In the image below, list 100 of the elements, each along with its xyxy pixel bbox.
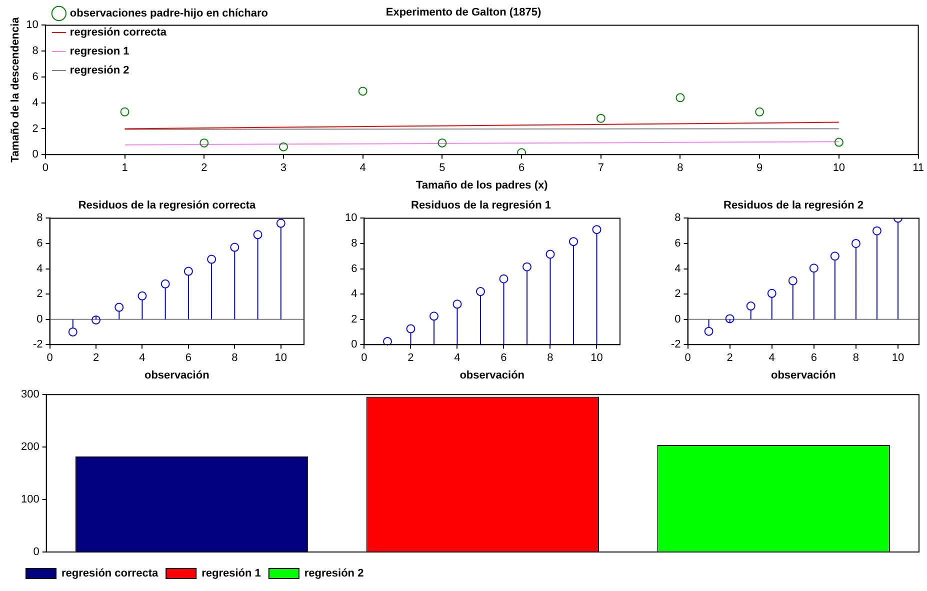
x-tick-label: 2 bbox=[408, 352, 414, 364]
point bbox=[499, 274, 508, 284]
x-tick-label: 8 bbox=[852, 352, 860, 364]
legend-label: regresión 2 bbox=[70, 64, 130, 77]
x-tick-label: 7 bbox=[598, 162, 604, 174]
y-tick-label: 4 bbox=[351, 288, 358, 300]
y-tick-label: 6 bbox=[351, 262, 358, 275]
legend-label: regresión 1 bbox=[202, 568, 261, 580]
x-tick-label: 6 bbox=[810, 352, 817, 364]
x-tick-label: 2 bbox=[201, 162, 208, 174]
x-tick-label: 0 bbox=[361, 352, 368, 364]
y-tick-label: 4 bbox=[36, 262, 43, 275]
x-tick-label: 4 bbox=[360, 162, 366, 174]
y-tick-label: 8 bbox=[351, 238, 358, 250]
y-tick-label: 6 bbox=[36, 238, 43, 250]
x-tick-label: 9 bbox=[756, 162, 763, 174]
point bbox=[278, 142, 288, 152]
x-tick-label: 4 bbox=[139, 352, 146, 364]
point bbox=[120, 107, 130, 116]
point bbox=[592, 225, 602, 234]
point bbox=[253, 230, 262, 240]
point bbox=[746, 302, 756, 311]
point bbox=[830, 252, 840, 261]
point bbox=[788, 276, 798, 286]
x-tick-label: 10 bbox=[892, 352, 904, 364]
point bbox=[596, 114, 606, 123]
point bbox=[138, 291, 147, 300]
y-tick-label: 8 bbox=[32, 45, 38, 58]
x-tick-label: 10 bbox=[274, 352, 288, 364]
point bbox=[809, 264, 818, 273]
y-tick-label: 0 bbox=[32, 148, 38, 161]
y-tick-label: 100 bbox=[20, 494, 40, 506]
point bbox=[276, 218, 286, 228]
y-tick-label: 6 bbox=[674, 238, 681, 250]
legend-label: observaciones padre-hijo en chícharo bbox=[70, 8, 268, 20]
y-tick-label: 2 bbox=[32, 122, 38, 135]
point bbox=[704, 326, 714, 336]
y-tick-label: 4 bbox=[32, 96, 38, 109]
x-tick-label: 1 bbox=[122, 162, 128, 174]
x-axis-title: observación bbox=[770, 369, 836, 382]
chart-title: Residuos de la regresión correcta bbox=[78, 200, 257, 212]
y-tick-label: -2 bbox=[671, 338, 681, 351]
x-axis-title: Tamaño de los padres (x) bbox=[416, 179, 548, 192]
point bbox=[207, 254, 216, 264]
legend-label: regresión correcta bbox=[62, 568, 159, 580]
point bbox=[114, 302, 124, 312]
y-tick-label: 0 bbox=[36, 313, 43, 326]
y-tick-label: 4 bbox=[674, 262, 681, 275]
y-tick-label: 300 bbox=[20, 388, 40, 401]
point bbox=[230, 242, 240, 252]
x-tick-label: 0 bbox=[684, 352, 691, 364]
x-tick-label: 10 bbox=[832, 162, 846, 174]
point bbox=[160, 279, 170, 288]
x-axis-title: observación bbox=[460, 369, 525, 382]
chart-title: Residuos de la regresión 2 bbox=[724, 200, 864, 212]
chart-title: Residuos de la regresión 1 bbox=[411, 200, 551, 212]
point bbox=[834, 138, 844, 147]
x-tick-label: 5 bbox=[439, 162, 446, 174]
x-tick-label: 6 bbox=[185, 352, 192, 364]
x-tick-label: 0 bbox=[46, 352, 53, 364]
x-tick-label: 10 bbox=[590, 352, 603, 364]
y-tick-label: 8 bbox=[36, 212, 43, 224]
x-tick-label: 2 bbox=[92, 352, 100, 364]
point bbox=[676, 93, 685, 102]
point bbox=[184, 266, 193, 276]
y-axis-title: Tamaño de la descendencia bbox=[10, 16, 22, 163]
point bbox=[406, 324, 416, 334]
chart-title: Experimento de Galton (1875) bbox=[386, 6, 542, 19]
y-tick-label: 2 bbox=[351, 313, 358, 326]
point bbox=[68, 327, 78, 336]
x-tick-label: 3 bbox=[280, 162, 287, 174]
y-tick-label: 6 bbox=[32, 70, 38, 83]
y-tick-label: 0 bbox=[674, 313, 681, 326]
point bbox=[725, 314, 734, 324]
point bbox=[851, 238, 860, 248]
point bbox=[767, 288, 776, 298]
x-tick-label: 8 bbox=[547, 352, 554, 364]
point bbox=[517, 148, 526, 155]
x-tick-label: 11 bbox=[912, 162, 924, 174]
y-tick-label: 8 bbox=[674, 212, 681, 224]
point bbox=[872, 226, 882, 236]
x-tick-label: 2 bbox=[726, 352, 733, 364]
x-tick-label: 4 bbox=[454, 352, 460, 364]
y-tick-label: 0 bbox=[33, 546, 40, 558]
x-tick-label: 6 bbox=[500, 352, 507, 364]
point bbox=[200, 138, 209, 148]
point bbox=[452, 300, 462, 309]
y-tick-label: 0 bbox=[351, 338, 358, 351]
point bbox=[546, 250, 555, 259]
y-tick-label: 2 bbox=[674, 288, 681, 300]
x-axis-title: observación bbox=[144, 369, 210, 382]
legend-label: regresión 2 bbox=[304, 568, 364, 580]
point bbox=[438, 138, 447, 148]
y-tick-label: 2 bbox=[36, 288, 43, 300]
y-tick-label: 10 bbox=[26, 19, 38, 32]
x-tick-label: 6 bbox=[518, 162, 525, 174]
point bbox=[568, 237, 578, 246]
point bbox=[429, 312, 438, 321]
point bbox=[755, 107, 764, 116]
point bbox=[382, 336, 392, 345]
